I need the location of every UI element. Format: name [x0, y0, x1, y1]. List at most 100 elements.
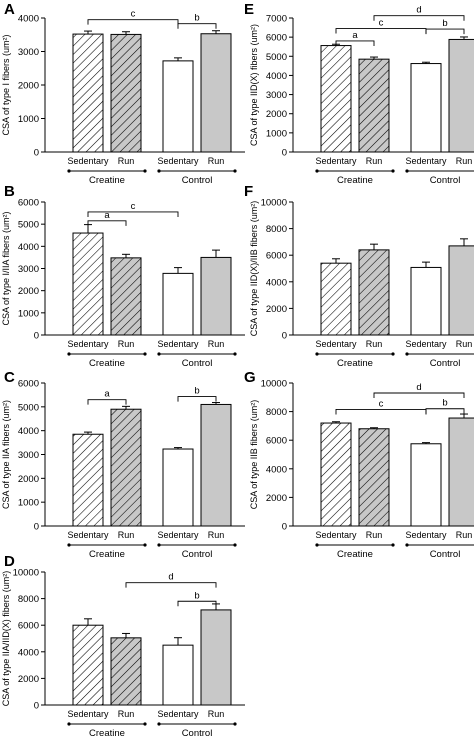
- x-tick-label: Sedentary: [157, 709, 199, 719]
- y-tick-label: 3000: [18, 450, 39, 461]
- bar-run: [358, 249, 390, 336]
- group-label: Creatine: [89, 549, 125, 560]
- bar-sedentary: [162, 448, 194, 527]
- y-tick-label: 0: [282, 522, 287, 533]
- x-tick-label: Sedentary: [315, 156, 357, 166]
- chart-panel-B: B 0 1000 2000 3000 4000 5000 6000 CSA of type I/…: [1, 183, 245, 369]
- y-axis-label: CSA of type IID(X)/IIB fibers (um²): [249, 201, 259, 337]
- group-label: Creatine: [337, 175, 373, 186]
- group-bracket-dot: [143, 543, 147, 547]
- y-tick-label: 1000: [18, 308, 39, 319]
- group-bracket-dot: [405, 169, 409, 173]
- panel-letter: D: [4, 553, 15, 570]
- y-tick-label: 0: [282, 331, 287, 342]
- significance-label: d: [168, 572, 173, 583]
- significance-bracket: [177, 600, 217, 607]
- y-tick-label: 6000: [266, 251, 287, 262]
- bar-sedentary: [320, 45, 352, 153]
- y-tick-label: 2000: [266, 493, 287, 504]
- group-bracket-dot: [67, 352, 71, 356]
- bar-sedentary: [410, 63, 442, 153]
- group-label: Control: [182, 728, 213, 738]
- bar-run: [358, 58, 390, 153]
- group-bracket-dot: [315, 169, 319, 173]
- x-tick-label: Run: [366, 156, 383, 166]
- bar-run: [200, 403, 232, 527]
- group-bracket-dot: [315, 352, 319, 356]
- chart-panel-A: A 0 1000 2000 3000 4000 CSA of type I fibers (…: [1, 1, 245, 186]
- bar-run: [200, 609, 232, 706]
- panel-letter: C: [4, 369, 15, 386]
- group-bracket-dot: [391, 543, 395, 547]
- y-axis-label: CSA of type IIA/IID(X) fibers (um²): [1, 571, 11, 707]
- y-tick-label: 3000: [18, 47, 39, 58]
- x-tick-label: Sedentary: [405, 339, 447, 349]
- bar-run: [110, 637, 142, 706]
- group-bracket-dot: [233, 543, 237, 547]
- group-bracket-dot: [67, 543, 71, 547]
- y-tick-label: 0: [282, 148, 287, 159]
- x-tick-label: Sedentary: [157, 156, 199, 166]
- group-label: Creatine: [337, 358, 373, 369]
- bar-run: [200, 33, 232, 153]
- significance-label: b: [194, 386, 199, 397]
- y-axis-label: CSA of type I fibers (um²): [1, 34, 11, 135]
- x-tick-label: Sedentary: [405, 530, 447, 540]
- group-bracket-dot: [157, 722, 161, 726]
- y-tick-label: 4000: [18, 647, 39, 658]
- significance-label: c: [131, 9, 136, 20]
- group-bracket-dot: [233, 352, 237, 356]
- group-bracket-dot: [233, 722, 237, 726]
- panel-letter: A: [4, 1, 15, 18]
- x-tick-label: Sedentary: [67, 709, 109, 719]
- y-tick-label: 6000: [266, 436, 287, 447]
- y-tick-label: 6000: [18, 621, 39, 632]
- y-tick-label: 1000: [266, 128, 287, 139]
- bar-sedentary: [410, 443, 442, 527]
- group-bracket-dot: [233, 169, 237, 173]
- bar-sedentary: [72, 624, 104, 706]
- group-bracket-dot: [157, 352, 161, 356]
- group-bracket-dot: [405, 352, 409, 356]
- y-tick-label: 3000: [266, 90, 287, 101]
- bar-run: [200, 256, 232, 336]
- y-axis-label: CSA of type IIA fibers (um²): [1, 400, 11, 509]
- x-tick-label: Run: [366, 530, 383, 540]
- x-tick-label: Run: [456, 530, 473, 540]
- significance-label: a: [352, 30, 358, 41]
- y-tick-label: 4000: [18, 14, 39, 25]
- significance-bracket: [373, 392, 465, 399]
- significance-bracket: [125, 582, 217, 588]
- significance-bracket: [373, 15, 465, 21]
- bar-run: [358, 428, 390, 527]
- significance-label: c: [379, 18, 384, 29]
- y-tick-label: 6000: [18, 198, 39, 209]
- significance-label: a: [104, 210, 110, 221]
- group-bracket-dot: [391, 352, 395, 356]
- x-tick-label: Sedentary: [67, 530, 109, 540]
- x-tick-label: Run: [118, 339, 135, 349]
- significance-label: a: [104, 389, 110, 400]
- panel-letter: E: [244, 1, 254, 18]
- bar-run: [110, 33, 142, 153]
- x-tick-label: Sedentary: [67, 339, 109, 349]
- group-bracket-dot: [67, 722, 71, 726]
- significance-bracket: [425, 408, 465, 414]
- y-tick-label: 8000: [266, 407, 287, 418]
- significance-label: d: [416, 382, 421, 393]
- y-axis-label: CSA of type IID(X) fibers (um²): [249, 24, 259, 146]
- y-tick-label: 6000: [18, 379, 39, 390]
- group-bracket-dot: [143, 352, 147, 356]
- x-tick-label: Sedentary: [315, 339, 357, 349]
- bar-run: [448, 38, 474, 153]
- x-tick-label: Run: [456, 339, 473, 349]
- significance-label: b: [194, 13, 199, 24]
- y-tick-label: 2000: [18, 674, 39, 685]
- panel-letter: B: [4, 183, 15, 200]
- y-tick-label: 8000: [266, 224, 287, 235]
- x-tick-label: Sedentary: [157, 530, 199, 540]
- group-bracket-dot: [405, 543, 409, 547]
- bar-run: [448, 417, 474, 527]
- x-tick-label: Run: [118, 530, 135, 540]
